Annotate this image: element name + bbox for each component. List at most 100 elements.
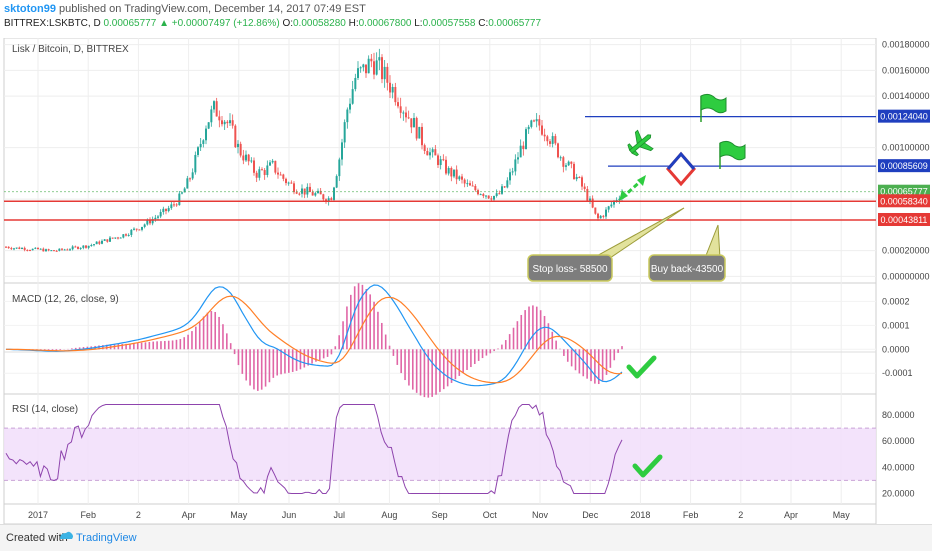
candle-body <box>296 192 298 194</box>
candle-body <box>360 67 362 68</box>
macd-histogram-bar <box>269 349 271 382</box>
candle-body <box>336 176 338 187</box>
macd-histogram-bar <box>420 349 422 395</box>
macd-histogram-bar <box>183 337 185 349</box>
macd-histogram-bar <box>145 342 147 349</box>
macd-histogram-bar <box>338 335 340 349</box>
candle-body <box>586 189 588 200</box>
macd-histogram-bar <box>404 349 406 380</box>
candle-body <box>21 248 23 249</box>
candle-body <box>144 224 146 226</box>
candle-body <box>557 143 559 157</box>
candle-body <box>26 250 28 251</box>
candle-body <box>437 155 439 165</box>
candle-body <box>498 193 500 194</box>
macd-histogram-bar <box>226 333 228 349</box>
macd-histogram-bar <box>71 348 73 349</box>
candle-body <box>256 173 258 178</box>
candle-body <box>605 210 607 217</box>
candle-body <box>386 67 388 83</box>
candle-body <box>40 249 42 250</box>
candle-body <box>34 248 36 249</box>
macd-histogram-bar <box>195 327 197 350</box>
candle-body <box>322 194 324 199</box>
macd-histogram-bar <box>133 343 135 349</box>
candle-body <box>168 208 170 211</box>
macd-histogram-bar <box>435 349 437 394</box>
candle-body <box>293 183 295 192</box>
rsi-tick-label: 20.0000 <box>882 488 915 498</box>
price-tag-label: 0.00043811 <box>881 215 928 225</box>
macd-histogram-bar <box>412 349 414 389</box>
macd-histogram-bar <box>261 349 263 389</box>
x-tick-label: Dec <box>582 510 599 520</box>
candle-body <box>157 216 159 217</box>
macd-histogram-bar <box>238 349 240 365</box>
macd-histogram-bar <box>222 324 224 349</box>
macd-histogram-bar <box>242 349 244 374</box>
ohlc-line: BITTREX:LSKBTC, D 0.00065777 ▲ +0.000074… <box>4 18 541 29</box>
macd-histogram-bar <box>168 341 170 350</box>
macd-histogram-bar <box>478 349 480 361</box>
candle-body <box>464 180 466 184</box>
candle-body <box>424 145 426 151</box>
macd-histogram-bar <box>381 323 383 349</box>
macd-histogram-bar <box>273 349 275 378</box>
chart-canvas[interactable]: 0.001800000.001600000.001400000.00100000… <box>0 38 932 524</box>
candle-body <box>397 102 399 106</box>
candle-body <box>602 216 604 217</box>
candle-body <box>610 205 612 207</box>
macd-histogram-bar <box>431 349 433 397</box>
macd-histogram-bar <box>319 349 321 360</box>
candle-body <box>597 214 599 219</box>
candle-body <box>501 186 503 194</box>
candle-body <box>280 175 282 176</box>
candle-body <box>301 189 303 194</box>
macd-histogram-bar <box>559 349 561 350</box>
candle-body <box>114 237 116 238</box>
candle-body <box>232 120 234 125</box>
macd-histogram-bar <box>458 349 460 376</box>
candle-body <box>434 149 436 155</box>
candle-body <box>234 126 236 147</box>
candle-body <box>96 242 98 245</box>
candle-body <box>514 159 516 171</box>
price-tick-label: 0.00140000 <box>882 91 930 101</box>
macd-histogram-bar <box>563 349 565 356</box>
candle-body <box>312 192 314 195</box>
macd-histogram-bar <box>520 315 522 349</box>
macd-histogram-bar <box>594 349 596 383</box>
candle-body <box>50 250 52 251</box>
macd-histogram-bar <box>590 349 592 381</box>
high-label: H: <box>349 18 359 29</box>
candle-body <box>530 120 532 126</box>
macd-histogram-bar <box>234 349 236 354</box>
candle-body <box>13 248 15 249</box>
open-value: 0.00058280 <box>293 18 346 29</box>
macd-histogram-bar <box>280 349 282 374</box>
macd-histogram-bar <box>451 349 453 383</box>
candle-body <box>456 170 458 180</box>
candle-body <box>562 157 564 167</box>
macd-histogram-bar <box>311 349 313 363</box>
candle-body <box>80 248 82 249</box>
author-link[interactable]: sktoton99 <box>4 3 56 15</box>
candle-body <box>221 120 223 124</box>
tradingview-brand-link[interactable]: TradingView <box>76 532 137 544</box>
candle-body <box>224 122 226 124</box>
macd-histogram-bar <box>327 349 329 357</box>
candle-body <box>98 242 100 244</box>
candle-body <box>120 238 122 239</box>
candle-body <box>544 135 546 137</box>
price-tags: 0.001240400.000856090.000657770.00058340… <box>878 110 930 226</box>
candle-body <box>162 209 164 212</box>
macd-histogram-bar <box>396 349 398 365</box>
macd-histogram-bar <box>567 349 569 361</box>
candle-body <box>202 140 204 144</box>
macd-histogram-bar <box>276 349 278 375</box>
candle-body <box>250 160 252 161</box>
macd-histogram-bar <box>544 316 546 349</box>
candle-body <box>541 125 543 134</box>
macd-histogram-bar <box>331 349 333 354</box>
open-label: O: <box>282 18 293 29</box>
